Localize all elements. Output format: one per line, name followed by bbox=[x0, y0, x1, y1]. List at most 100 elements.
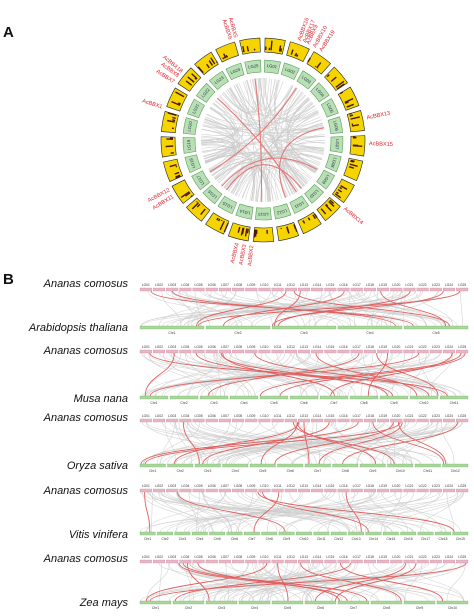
chromosome-bar-top bbox=[298, 349, 310, 354]
chromosome-label-top: LG19 bbox=[379, 414, 387, 418]
chromosome-bar-bottom bbox=[139, 600, 172, 605]
chromosome-bar-top bbox=[311, 349, 324, 354]
chromosome-label-bottom: Chr2 bbox=[161, 537, 168, 541]
density-track bbox=[324, 66, 348, 92]
synteny-link-grey bbox=[376, 290, 438, 327]
synteny-link-grey bbox=[318, 491, 444, 533]
panel-b-label: B bbox=[3, 271, 14, 288]
synteny-link-red bbox=[149, 352, 420, 397]
synteny-link-grey bbox=[204, 421, 438, 465]
chromosome-label-top: LG13 bbox=[300, 414, 308, 418]
chromosome-label-top: LG06 bbox=[208, 555, 216, 559]
chromosome-box bbox=[235, 203, 254, 220]
density-bar bbox=[320, 208, 327, 215]
species-label-bottom-5: Zea mays bbox=[79, 597, 128, 609]
chromosome-bar-top bbox=[232, 488, 245, 493]
chromosome-bar-top bbox=[416, 418, 429, 423]
chromosome-label-bottom: Chr1 bbox=[152, 606, 159, 610]
chromosome-label-bottom: Chr9 bbox=[369, 469, 376, 473]
chromosome-bar-bottom bbox=[348, 531, 364, 536]
chromosome-label-top: LG23 bbox=[432, 484, 440, 488]
chromosome-label-bottom: Chr12 bbox=[451, 469, 460, 473]
synteny-link-grey bbox=[203, 491, 233, 533]
synteny-link-grey bbox=[269, 290, 428, 327]
chromosome-box bbox=[225, 62, 245, 81]
synteny-link-grey bbox=[212, 103, 324, 152]
synteny-link-red bbox=[342, 421, 458, 465]
synteny-link-grey bbox=[200, 491, 327, 533]
synteny-link-grey bbox=[197, 352, 286, 397]
synteny-link-red bbox=[303, 421, 310, 465]
chromosome-label-bottom: Chr3 bbox=[300, 331, 307, 335]
chromosome-label-top: LG16 bbox=[340, 345, 348, 349]
synteny-link-grey bbox=[386, 421, 439, 465]
synteny-link-grey bbox=[262, 77, 276, 110]
density-bar bbox=[344, 101, 349, 105]
synteny-link-grey bbox=[251, 290, 331, 327]
synteny-link-grey bbox=[160, 491, 360, 533]
density-bar bbox=[286, 226, 290, 234]
chromosome-bar-top bbox=[298, 418, 310, 423]
synteny-link-grey bbox=[238, 491, 254, 533]
chromosome-label-bottom: Chr16 bbox=[404, 537, 413, 541]
synteny-link-red bbox=[216, 97, 297, 193]
synteny-link-grey bbox=[159, 491, 397, 533]
chromosome-bar-bottom bbox=[414, 463, 441, 468]
density-bar bbox=[174, 171, 180, 175]
chromosome-bar-top bbox=[350, 287, 363, 292]
synteny-link-red bbox=[186, 562, 210, 602]
synteny-link-grey bbox=[182, 421, 430, 465]
chromosome-bar-top bbox=[139, 287, 152, 292]
synteny-link-grey bbox=[146, 352, 369, 397]
density-track bbox=[264, 37, 286, 55]
synteny-link-red bbox=[254, 78, 263, 203]
chromosome-bar-top bbox=[403, 349, 416, 354]
synteny-link-grey bbox=[163, 352, 213, 397]
synteny-link-grey bbox=[151, 562, 333, 602]
chromosome-label-bottom: Chr2 bbox=[234, 331, 241, 335]
density-bar bbox=[349, 163, 358, 167]
density-bar bbox=[329, 199, 335, 205]
synteny-link-red bbox=[144, 491, 151, 533]
chromosome-bar-top bbox=[363, 349, 376, 354]
chromosome-bar-top bbox=[166, 559, 179, 564]
synteny-link-grey bbox=[301, 562, 337, 602]
synteny-link-grey bbox=[348, 290, 356, 327]
chromosome-label-top: LG14 bbox=[313, 555, 321, 559]
chromosome-label-top: LG02 bbox=[155, 283, 163, 287]
synteny-link-grey bbox=[202, 125, 254, 202]
chromosome-label-bottom: Chr4 bbox=[240, 401, 247, 405]
synteny-link-grey bbox=[195, 491, 200, 533]
chromosome-bar-top bbox=[179, 488, 192, 493]
density-track bbox=[252, 227, 275, 243]
chromosome-label: LG13 bbox=[258, 212, 269, 217]
chromosome-label-top: LG12 bbox=[287, 345, 295, 349]
synteny-link-red bbox=[220, 352, 388, 397]
chromosome-label-top: LG25 bbox=[458, 484, 466, 488]
chromosome-label-top: LG19 bbox=[379, 283, 387, 287]
synteny-link-grey bbox=[415, 290, 454, 327]
synteny-link-red bbox=[367, 352, 389, 397]
chromosome-box bbox=[202, 184, 223, 205]
chromosome-label-top: LG10 bbox=[260, 484, 268, 488]
chromosome-bar-top bbox=[363, 488, 376, 493]
chromosome-label-top: LG20 bbox=[392, 484, 400, 488]
chromosome-bar-bottom bbox=[452, 531, 469, 536]
chromosome-label-top: LG13 bbox=[300, 555, 308, 559]
chromosome-label: LG09 bbox=[321, 174, 331, 186]
synteny-link-grey bbox=[335, 421, 373, 465]
synteny-link-grey bbox=[254, 352, 441, 397]
chromosome-bar-top bbox=[337, 488, 350, 493]
chromosome-label-top: LG11 bbox=[274, 345, 282, 349]
chromosome-box bbox=[264, 59, 281, 75]
synteny-link-red bbox=[195, 352, 394, 397]
chromosome-label-top: LG12 bbox=[287, 414, 295, 418]
chromosome-bar-top bbox=[324, 418, 337, 423]
synteny-link-grey bbox=[441, 421, 455, 465]
gene-label: AcBBX13 bbox=[366, 111, 391, 122]
chromosome-bar-top bbox=[442, 418, 455, 423]
density-bar bbox=[270, 40, 273, 51]
chromosome-label-top: LG01 bbox=[142, 555, 150, 559]
chromosome-bar-top bbox=[377, 559, 390, 564]
synteny-link-grey bbox=[323, 421, 371, 465]
